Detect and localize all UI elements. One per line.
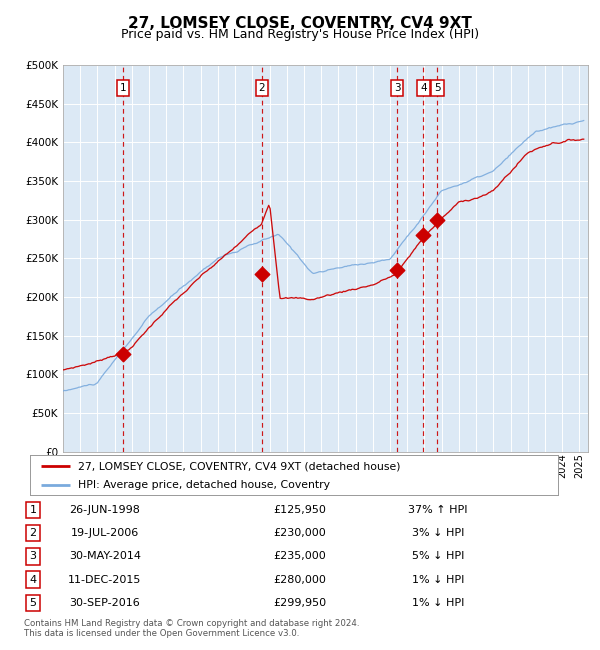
Text: 11-DEC-2015: 11-DEC-2015 (68, 575, 142, 584)
Text: 4: 4 (420, 83, 427, 93)
Text: £230,000: £230,000 (274, 528, 326, 538)
Text: £299,950: £299,950 (274, 598, 326, 608)
Text: 4: 4 (29, 575, 37, 584)
Text: 5% ↓ HPI: 5% ↓ HPI (412, 551, 464, 562)
Text: £280,000: £280,000 (274, 575, 326, 584)
Point (118, 349, 128, 359)
Point (419, 230, 428, 240)
Text: £235,000: £235,000 (274, 551, 326, 562)
Text: 37% ↑ HPI: 37% ↑ HPI (408, 505, 468, 515)
Text: 27, LOMSEY CLOSE, COVENTRY, CV4 9XT: 27, LOMSEY CLOSE, COVENTRY, CV4 9XT (128, 16, 472, 31)
Point (257, 268, 266, 279)
Text: 1% ↓ HPI: 1% ↓ HPI (412, 575, 464, 584)
Text: 1: 1 (29, 505, 37, 515)
Text: 3: 3 (29, 551, 37, 562)
Text: 30-SEP-2016: 30-SEP-2016 (70, 598, 140, 608)
Text: Contains HM Land Registry data © Crown copyright and database right 2024.
This d: Contains HM Land Registry data © Crown c… (24, 619, 359, 638)
Text: 5: 5 (434, 83, 440, 93)
Text: 3% ↓ HPI: 3% ↓ HPI (412, 528, 464, 538)
Text: 3: 3 (394, 83, 400, 93)
Point (433, 214, 442, 225)
Text: £125,950: £125,950 (274, 505, 326, 515)
Text: 26-JUN-1998: 26-JUN-1998 (70, 505, 140, 515)
Text: HPI: Average price, detached house, Coventry: HPI: Average price, detached house, Cove… (77, 480, 329, 490)
Point (392, 265, 402, 275)
Text: 1: 1 (120, 83, 127, 93)
Text: 30-MAY-2014: 30-MAY-2014 (69, 551, 141, 562)
Text: 19-JUL-2006: 19-JUL-2006 (71, 528, 139, 538)
Text: 2: 2 (29, 528, 37, 538)
Text: 2: 2 (259, 83, 265, 93)
Text: 5: 5 (29, 598, 37, 608)
Text: 27, LOMSEY CLOSE, COVENTRY, CV4 9XT (detached house): 27, LOMSEY CLOSE, COVENTRY, CV4 9XT (det… (77, 462, 400, 471)
Text: Price paid vs. HM Land Registry's House Price Index (HPI): Price paid vs. HM Land Registry's House … (121, 28, 479, 41)
Text: 1% ↓ HPI: 1% ↓ HPI (412, 598, 464, 608)
